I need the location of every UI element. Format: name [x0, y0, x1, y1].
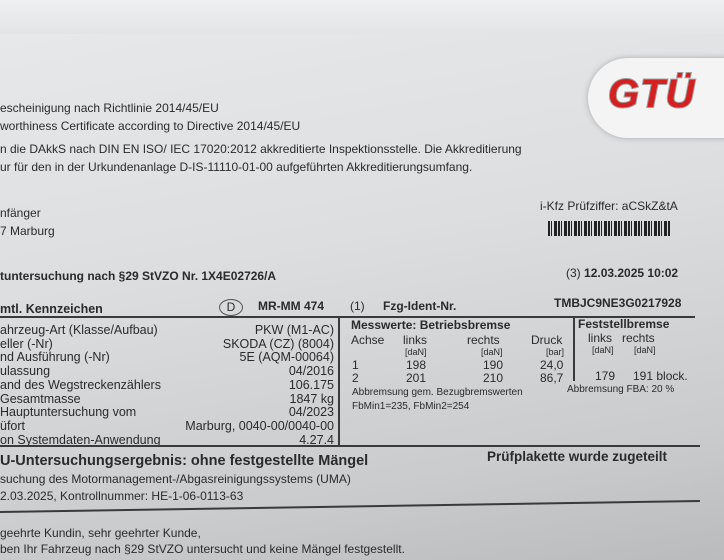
- vehicle-row: ahrzeug-Art (Klasse/Aufbau) PKW (M1-AC): [0, 323, 334, 337]
- pressure: 86,7: [540, 370, 564, 385]
- logo-text: GTÜ: [607, 71, 696, 117]
- letter-line-2: ben Ihr Fahrzeug nach §29 StVZO untersuc…: [0, 542, 405, 556]
- vehicle-value: 106.175: [288, 377, 334, 392]
- plate-label: mtl. Kennzeichen: [0, 302, 103, 316]
- col-pressure: Druck: [531, 333, 563, 347]
- vin: TMBJC9NE3G0217928: [554, 296, 682, 310]
- datetime-prefix: (3): [566, 266, 581, 280]
- country-code: D: [219, 299, 243, 316]
- vehicle-label: nd Ausführung (-Nr): [0, 350, 110, 365]
- axle: 1: [352, 358, 359, 372]
- unit-left: [daN]: [405, 347, 427, 357]
- plate-number: MR-MM 474: [258, 299, 325, 313]
- vehicle-value: 1847 kg: [289, 391, 334, 406]
- vehicle-row: Hauptuntersuchung vom 04/2023: [0, 405, 334, 419]
- vehicle-label: üfort: [0, 418, 26, 433]
- divider: [0, 316, 695, 318]
- header-line-1: escheinigung nach Richtlinie 2014/45/EU: [0, 101, 219, 115]
- parking-left-value: 179: [595, 369, 616, 383]
- vehicle-value: Marburg, 0040-00/0040-00: [185, 418, 334, 433]
- vehicle-label: Hauptuntersuchung vom: [0, 405, 137, 420]
- col-left: links: [403, 333, 428, 347]
- pressure: 24,0: [540, 358, 564, 372]
- left-force: 198: [406, 358, 427, 372]
- axle: 2: [352, 370, 359, 385]
- brake-note-2: FbMin1=235, FbMin2=254: [352, 401, 470, 412]
- vehicle-label: and des Wegstreckenzählers: [0, 377, 161, 392]
- letter-line-1: geehrte Kundin, sehr geehrter Kunde,: [0, 526, 201, 540]
- parking-col-left: links: [588, 331, 613, 345]
- vehicle-value: 04/2016: [288, 364, 334, 379]
- recipient-line-1: nfänger: [0, 206, 41, 220]
- vehicle-row: ulassung 04/2016: [0, 364, 334, 378]
- result-line-1: suchung des Motormanagement-/Abgasreinig…: [0, 472, 351, 486]
- vehicle-value: PKW (M1-AC): [254, 323, 334, 337]
- vehicle-label: eller (-Nr): [0, 336, 53, 351]
- divider: [338, 317, 340, 445]
- sticker-status: Prüfplakette wurde zugeteilt: [487, 449, 668, 464]
- background-paper: [0, 0, 724, 36]
- vehicle-label: ulassung: [0, 364, 51, 379]
- right-force: 190: [483, 358, 504, 372]
- vehicle-row: Gesamtmasse 1847 kg: [0, 392, 334, 406]
- divider: [573, 317, 575, 381]
- vehicle-value: 5E (AQM-00064): [239, 350, 334, 365]
- divider: [0, 445, 700, 447]
- parking-col-right: rechts: [622, 331, 655, 345]
- col-axle: Achse: [351, 333, 385, 347]
- ident-label: Fzg-Ident-Nr.: [383, 299, 457, 313]
- vehicle-row: nd Ausführung (-Nr) 5E (AQM-00064): [0, 350, 334, 364]
- result-title: U-Untersuchungsergebnis: ohne festgestel…: [0, 453, 369, 469]
- vehicle-label: ahrzeug-Art (Klasse/Aufbau): [0, 323, 158, 337]
- parking-unit-right: [daN]: [634, 345, 656, 355]
- col-right: rechts: [467, 333, 500, 347]
- parking-unit-left: [daN]: [592, 345, 614, 355]
- vehicle-value: SKODA (CZ) (8004): [222, 336, 334, 351]
- vehicle-label: Gesamtmasse: [0, 391, 81, 406]
- unit-right: [daN]: [481, 347, 503, 357]
- vehicle-row: and des Wegstreckenzählers 106.175: [0, 378, 334, 392]
- exam-datetime: 12.03.2025 10:02: [584, 266, 679, 280]
- header-line-3: n die DAkkS nach DIN EN ISO/ IEC 17020:2…: [0, 142, 522, 156]
- parking-note: Abbremsung FBA: 20 %: [567, 384, 675, 395]
- parking-title: Feststellbremse: [578, 317, 670, 331]
- header-line-4: ur für den in der Urkundenanlage D-IS-11…: [0, 160, 473, 174]
- header-line-2: worthiness Certificate according to Dire…: [0, 119, 301, 133]
- exam-title: tuntersuchung nach §29 StVZO Nr. 1X4E027…: [0, 269, 277, 283]
- vehicle-row: eller (-Nr) SKODA (CZ) (8004): [0, 337, 334, 351]
- vehicle-value: 04/2023: [288, 405, 334, 420]
- ikfz-check-code: i-Kfz Prüfziffer: aCSkZ&tA: [540, 199, 678, 213]
- vehicle-row: on Systemdaten-Anwendung 4.27.4: [0, 433, 334, 447]
- left-force: 201: [406, 370, 427, 385]
- vehicle-label: on Systemdaten-Anwendung: [0, 432, 161, 447]
- brake-note-1: Abbremsung gem. Bezugbremswerten: [352, 387, 523, 398]
- right-force: 210: [483, 370, 504, 385]
- unit-pressure: [bar]: [546, 347, 565, 357]
- recipient-line-2: 7 Marburg: [0, 224, 55, 238]
- gtue-logo: GTÜ: [588, 58, 724, 138]
- parking-right-value: 191 block.: [633, 369, 688, 383]
- ident-prefix: (1): [350, 299, 365, 313]
- brake-title: Messwerte: Betriebsbremse: [351, 318, 511, 332]
- vehicle-value: 4.27.4: [299, 432, 334, 447]
- barcode: [548, 221, 670, 236]
- vehicle-row: üfort Marburg, 0040-00/0040-00: [0, 419, 334, 433]
- result-line-2: 2.03.2025, Kontrollnummer: HE-1-06-0113-…: [0, 489, 244, 503]
